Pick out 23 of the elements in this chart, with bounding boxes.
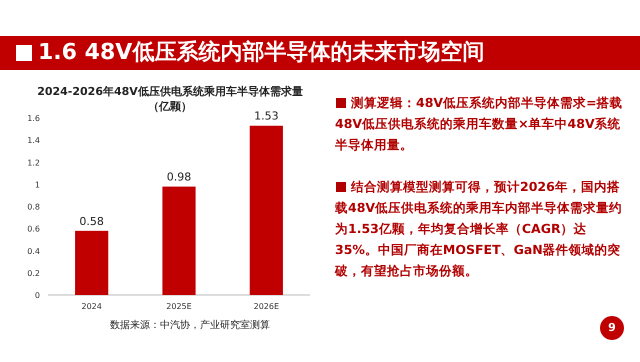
- y-tick-label: 1.2: [27, 158, 40, 168]
- y-tick-label: 0.8: [27, 202, 40, 212]
- x-tick-label: 2024: [81, 302, 102, 311]
- y-tick-label: 0.6: [27, 224, 40, 234]
- y-tick-label: 1: [34, 180, 40, 190]
- bar: [162, 186, 196, 295]
- y-tick-label: 1.6: [27, 114, 40, 123]
- bar: [75, 230, 108, 295]
- bar: [250, 126, 283, 295]
- x-tick-label: 2025E: [166, 302, 192, 311]
- text: 1.6 48V低压系统内部半导体的未来市场空间: [38, 38, 484, 67]
- text: 9: [600, 316, 624, 340]
- x-tick-label: 2026E: [254, 302, 280, 311]
- y-tick-label: 0.2: [27, 268, 40, 278]
- data-label: 0.98: [166, 170, 192, 184]
- y-tick-label: 0.4: [27, 246, 40, 256]
- text: 结合测算模型测算可得，预计2026年，国内搭载48V低压供电系统的乘用车内部半导体需求量约为1.53亿颗，年均复合增长率（CAGR）达35%。中国厂商在MOSFET、GaN器件领域的突破，有望抢占市场份额。: [335, 178, 624, 280]
- data-label: 0.58: [79, 214, 104, 228]
- y-tick-label: 0: [34, 291, 40, 300]
- source-note: 数据来源：中汽协，产业研究室测算: [109, 318, 271, 332]
- data-label: 1.53: [254, 110, 279, 123]
- text: 测算逻辑：48V低压系统内部半导体需求=搭载48V低压供电系统的乘用车数量×单车中48V系统半导体用量。: [335, 94, 624, 154]
- y-tick-label: 1.4: [27, 136, 40, 146]
